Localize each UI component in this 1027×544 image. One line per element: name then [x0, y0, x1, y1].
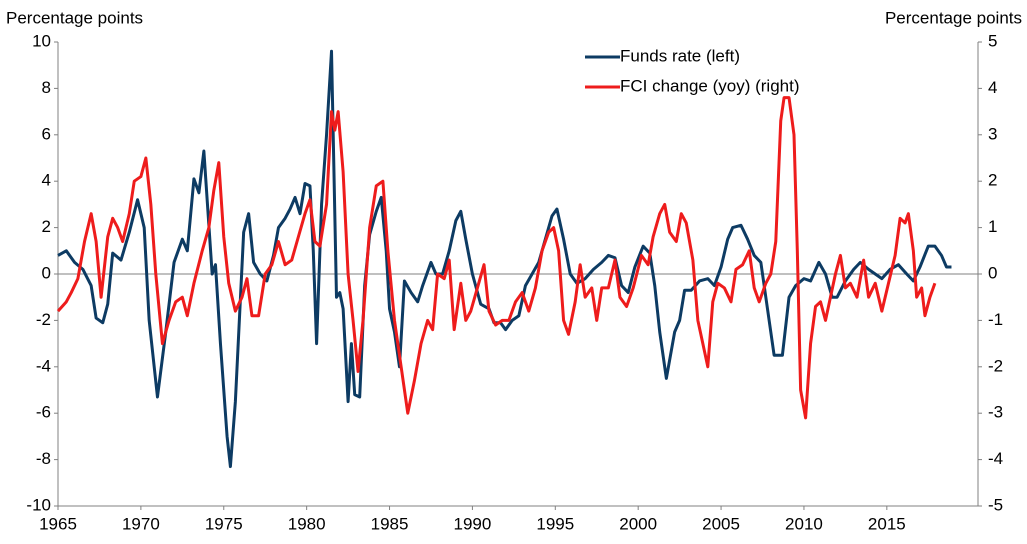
- y2-tick-label: 4: [988, 78, 997, 97]
- y2-tick-label: 0: [988, 263, 997, 282]
- y-tick-label: 6: [42, 124, 51, 143]
- y2-axis-label: Percentage points: [885, 8, 1022, 27]
- y-tick-label: 10: [32, 31, 51, 50]
- x-tick-label: 1970: [122, 514, 160, 533]
- x-tick-label: 2015: [868, 514, 906, 533]
- y-tick-label: -10: [26, 495, 51, 514]
- y2-tick-label: -5: [988, 495, 1003, 514]
- y-tick-label: 2: [42, 217, 51, 236]
- x-tick-label: 2000: [619, 514, 657, 533]
- y-tick-label: 0: [42, 263, 51, 282]
- legend-label: Funds rate (left): [620, 46, 740, 65]
- x-tick-label: 2010: [785, 514, 823, 533]
- y2-tick-label: 5: [988, 31, 997, 50]
- y-tick-label: -8: [36, 449, 51, 468]
- series-line: [56, 96, 937, 420]
- series-line: [57, 49, 952, 469]
- y2-tick-label: -4: [988, 449, 1003, 468]
- x-tick-label: 1975: [205, 514, 243, 533]
- y2-tick-label: -2: [988, 356, 1003, 375]
- legend-label: FCI change (yoy) (right): [620, 76, 800, 95]
- y2-tick-label: -1: [988, 310, 1003, 329]
- x-tick-label: 1980: [288, 514, 326, 533]
- y-tick-label: -4: [36, 356, 51, 375]
- y-tick-label: -6: [36, 403, 51, 422]
- y-tick-label: 4: [42, 171, 51, 190]
- x-tick-label: 1985: [371, 514, 409, 533]
- y-tick-label: 8: [42, 78, 51, 97]
- y-axis-label: Percentage points: [6, 8, 143, 27]
- x-tick-label: 1995: [536, 514, 574, 533]
- y2-tick-label: 2: [988, 171, 997, 190]
- y2-tick-label: 1: [988, 217, 997, 236]
- x-tick-label: 1965: [39, 514, 77, 533]
- y2-tick-label: 3: [988, 124, 997, 143]
- y-tick-label: -2: [36, 310, 51, 329]
- x-tick-label: 2005: [702, 514, 740, 533]
- y2-tick-label: -3: [988, 403, 1003, 422]
- x-tick-label: 1990: [454, 514, 492, 533]
